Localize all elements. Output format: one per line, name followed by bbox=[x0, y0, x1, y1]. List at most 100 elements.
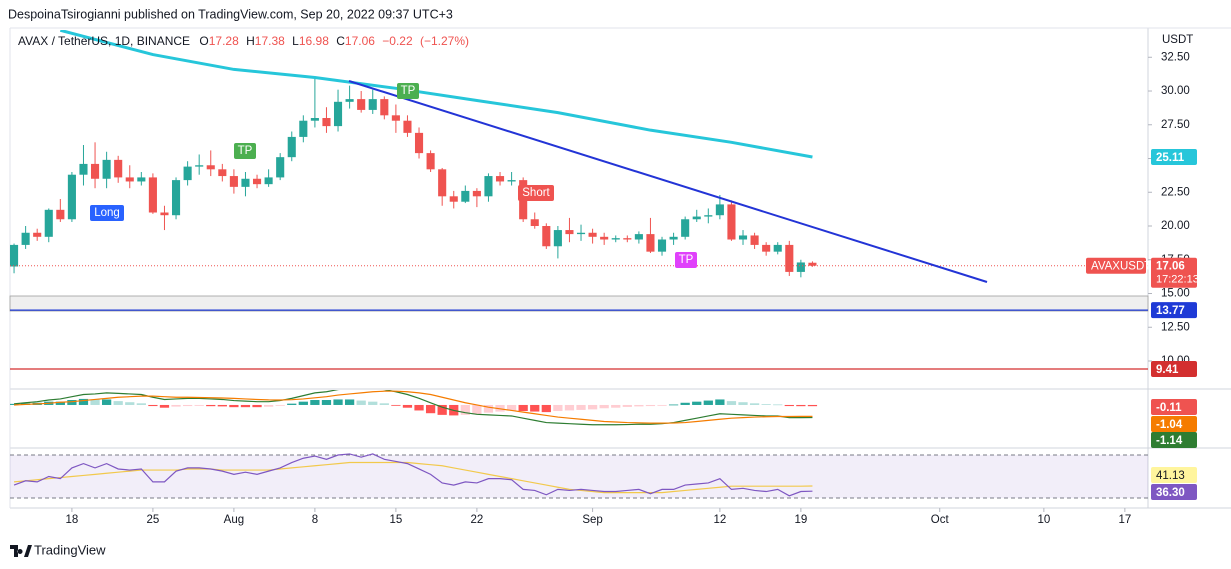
macd-histogram-bar bbox=[726, 401, 737, 405]
trend-line bbox=[348, 80, 988, 283]
macd-histogram-bar bbox=[680, 402, 690, 405]
symbol-badge bbox=[1086, 257, 1146, 274]
candle-body bbox=[67, 174, 76, 220]
candle-body bbox=[484, 176, 493, 197]
macd-histogram-bar bbox=[344, 399, 355, 405]
macd-histogram-bar bbox=[796, 404, 806, 407]
macd-histogram-bar bbox=[194, 404, 204, 406]
tp-label: TP bbox=[679, 254, 694, 266]
candle-body bbox=[727, 204, 736, 240]
macd-histogram-bar bbox=[657, 404, 667, 406]
macd-histogram-bar bbox=[784, 404, 794, 407]
x-tick-label: 19 bbox=[794, 514, 807, 526]
candle-body bbox=[33, 232, 42, 237]
legend-key: O bbox=[199, 34, 208, 48]
candle-body bbox=[646, 234, 655, 252]
candle-body bbox=[125, 177, 134, 182]
macd-histogram-value: -0.11 bbox=[1156, 402, 1182, 414]
macd-histogram-bar bbox=[622, 404, 632, 407]
candle-body bbox=[183, 166, 192, 181]
macd-histogram-bar bbox=[703, 400, 713, 405]
candle-body bbox=[229, 176, 238, 187]
candle-body bbox=[600, 236, 609, 240]
candle-body bbox=[623, 238, 632, 240]
macd-histogram-bar bbox=[564, 404, 575, 411]
macd-histogram-bar bbox=[333, 399, 343, 405]
macd-histogram-badge bbox=[1151, 399, 1197, 415]
candle-body bbox=[414, 132, 424, 154]
macd-histogram-bar bbox=[275, 404, 285, 406]
rsi-line bbox=[13, 453, 813, 497]
level-badge bbox=[1151, 302, 1197, 319]
candle-body bbox=[160, 212, 169, 216]
macd-histogram-bar bbox=[761, 404, 771, 405]
tp-flag bbox=[675, 252, 697, 268]
macd-histogram-bar bbox=[217, 404, 227, 407]
x-tick-label: 10 bbox=[1037, 514, 1050, 526]
logo bbox=[10, 545, 32, 557]
x-tick-label: Sep bbox=[582, 514, 602, 526]
macd-histogram-bar bbox=[668, 404, 679, 406]
macd-histogram-bar bbox=[391, 404, 401, 406]
last-price-value: 17.06 bbox=[1156, 261, 1185, 273]
candle-body bbox=[808, 262, 817, 266]
macd-histogram-bar bbox=[807, 404, 818, 407]
macd-histogram-bar bbox=[460, 404, 470, 415]
candle-body bbox=[114, 159, 123, 178]
axes: 32.5030.0027.5025.0022.5020.0017.5015.00… bbox=[66, 51, 1199, 526]
legend-key: H bbox=[246, 34, 255, 48]
candle-body bbox=[90, 163, 100, 179]
long-label: Long bbox=[94, 207, 120, 219]
macd-histogram-bar bbox=[425, 404, 436, 414]
macd-histogram-bar bbox=[101, 399, 112, 405]
macd-histogram-bar bbox=[414, 404, 424, 411]
legend-close: 17.06 bbox=[345, 34, 375, 48]
candle-body bbox=[750, 235, 759, 245]
legend-open: 17.28 bbox=[209, 34, 239, 48]
macd-histogram-bar bbox=[553, 404, 563, 412]
rsi-ma-value: 41.13 bbox=[1156, 470, 1185, 482]
candle-body bbox=[495, 176, 505, 182]
candle-body bbox=[56, 209, 65, 220]
footer: TradingView bbox=[34, 542, 106, 557]
macd-histogram-bar bbox=[125, 402, 135, 405]
macd-pane bbox=[10, 390, 818, 426]
candle-body bbox=[715, 204, 724, 216]
candle-body bbox=[530, 219, 539, 227]
candle-body bbox=[171, 180, 181, 216]
short-flag bbox=[518, 185, 554, 201]
y-tick-label: 32.50 bbox=[1161, 51, 1190, 63]
candle-body bbox=[449, 196, 458, 202]
macd-signal-value: -1.04 bbox=[1156, 419, 1183, 431]
rsi-badge bbox=[1151, 484, 1197, 500]
candle-body bbox=[137, 177, 146, 182]
x-tick-label: 15 bbox=[389, 514, 402, 526]
y-tick-label: 30.00 bbox=[1161, 85, 1190, 97]
macd-histogram-bar bbox=[483, 404, 494, 413]
macd-signal-badge bbox=[1151, 416, 1197, 432]
tp-flag bbox=[234, 143, 256, 159]
macd-histogram-bar bbox=[229, 404, 239, 408]
moving-average-badge bbox=[1151, 149, 1197, 166]
macd-histogram-bar bbox=[356, 400, 366, 405]
macd-histogram-bar bbox=[506, 404, 517, 411]
candle-body bbox=[472, 190, 481, 197]
rsi-pane bbox=[10, 453, 1148, 499]
macd-histogram-bar bbox=[368, 401, 378, 405]
candle-body bbox=[252, 178, 262, 185]
candle-body bbox=[357, 99, 366, 110]
candle-body bbox=[206, 165, 215, 170]
countdown: 17:22:13 bbox=[1156, 274, 1199, 286]
candle-body bbox=[565, 230, 574, 235]
macd-histogram-bar bbox=[599, 404, 609, 409]
candle-body bbox=[195, 165, 204, 167]
candle-body bbox=[264, 177, 273, 185]
candle-body bbox=[391, 115, 400, 121]
candle-body bbox=[102, 159, 111, 179]
x-tick-label: 25 bbox=[147, 514, 160, 526]
symbol-label: AVAXUSDT bbox=[1091, 261, 1151, 273]
macd-histogram-bar bbox=[738, 402, 748, 405]
candle-body bbox=[218, 169, 227, 177]
rsi-ma-badge bbox=[1151, 467, 1197, 483]
candle-body bbox=[403, 120, 412, 133]
